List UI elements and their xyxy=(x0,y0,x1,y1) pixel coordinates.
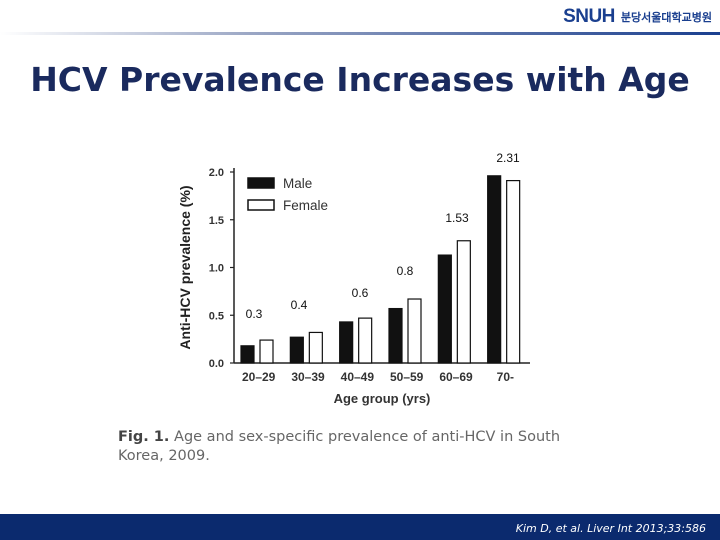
y-tick-label: 0.0 xyxy=(209,358,224,370)
bar-female xyxy=(358,317,373,364)
citation: Kim D, et al. Liver Int 2013;33:586 xyxy=(515,522,706,535)
value-annotation: 0.8 xyxy=(397,264,414,278)
x-tick-label: 60–69 xyxy=(439,370,473,384)
bar-male xyxy=(437,254,452,364)
bar-female xyxy=(407,298,422,364)
legend-swatch-male xyxy=(247,177,275,189)
value-annotation: 0.3 xyxy=(246,307,263,321)
caption-label: Fig. 1. xyxy=(118,429,170,445)
legend-label-male: Male xyxy=(283,176,312,191)
legend-swatch-female xyxy=(247,199,275,211)
value-annotation: 2.31 xyxy=(496,151,520,165)
x-tick-label: 30–39 xyxy=(291,370,325,384)
hospital-logo: SNUH 분당서울대학교병원 xyxy=(563,6,712,28)
bar-male xyxy=(339,321,354,364)
y-tick-label: 1.5 xyxy=(209,215,224,227)
legend-label-female: Female xyxy=(283,198,328,213)
value-annotation: 1.53 xyxy=(445,211,469,225)
bar-male xyxy=(487,175,502,364)
logo-text: 분당서울대학교병원 xyxy=(620,11,712,24)
x-tick-label: 70- xyxy=(497,370,514,384)
bar-female xyxy=(506,179,521,364)
bar-male xyxy=(388,307,403,364)
x-tick-label: 20–29 xyxy=(242,370,276,384)
value-annotation: 0.6 xyxy=(352,286,369,300)
bar-female xyxy=(308,331,323,364)
figure-caption: Fig. 1. Age and sex-specific prevalence … xyxy=(118,428,578,466)
bar-male xyxy=(240,345,255,364)
y-tick-label: 2.0 xyxy=(209,167,224,179)
footer-bar: Kim D, et al. Liver Int 2013;33:586 xyxy=(0,514,720,540)
y-tick-label: 1.0 xyxy=(209,263,224,275)
caption-text: Age and sex-specific prevalence of anti-… xyxy=(118,429,561,464)
value-annotation: 0.4 xyxy=(291,298,308,312)
logo-mark: SNUH xyxy=(563,6,615,27)
x-tick-label: 50–59 xyxy=(390,370,424,384)
x-axis-label: Age group (yrs) xyxy=(334,391,431,406)
y-tick-label: 0.5 xyxy=(209,310,224,322)
header-rule xyxy=(0,32,720,35)
bar-female xyxy=(259,339,274,364)
x-tick-label: 40–49 xyxy=(341,370,375,384)
bar-female xyxy=(456,240,471,364)
bar-male xyxy=(289,336,304,364)
slide-title: HCV Prevalence Increases with Age xyxy=(30,60,690,99)
y-axis-label: Anti-HCV prevalence (%) xyxy=(177,185,193,349)
